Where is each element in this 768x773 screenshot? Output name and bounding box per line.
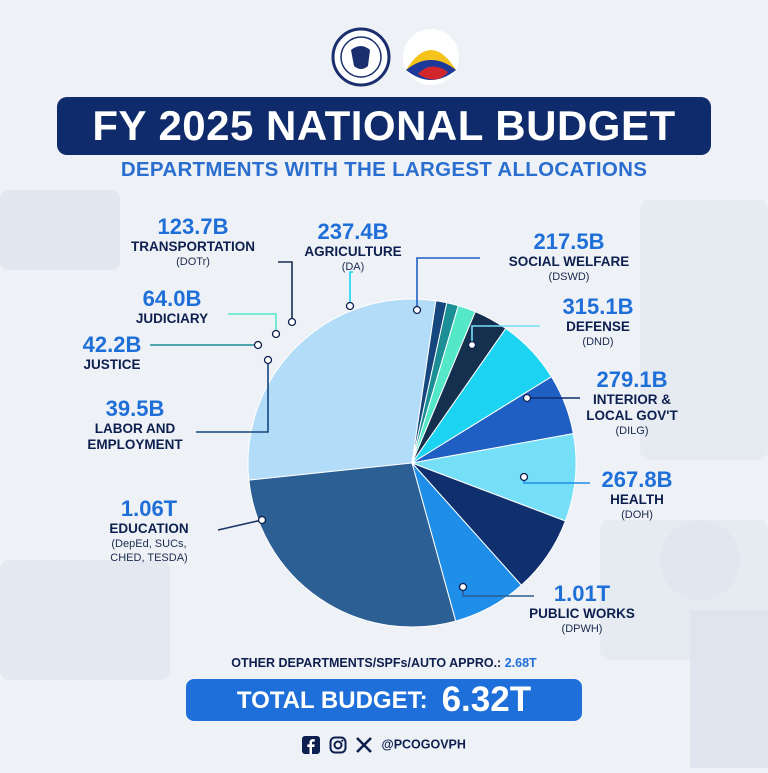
total-value: 6.32T: [441, 680, 532, 719]
transportation-abbr: (DOTr): [176, 256, 210, 268]
justice-name: JUSTICE: [83, 357, 141, 372]
leader-line-judiciary: [228, 313, 277, 334]
leader-dot-transportation: [287, 317, 297, 327]
label-public-works: 1.01T PUBLIC WORKS (DPWH): [522, 582, 642, 636]
leader-dot-health: [519, 472, 529, 482]
public-works-value: 1.01T: [553, 581, 611, 606]
labor-value: 39.5B: [105, 396, 165, 421]
social-welfare-name: SOCIAL WELFARE: [508, 254, 630, 269]
interior-value: 279.1B: [596, 367, 668, 392]
instagram-icon[interactable]: [329, 736, 347, 754]
agriculture-abbr: (DA): [341, 261, 365, 273]
leader-line-labor: [196, 360, 269, 433]
social-welfare-abbr: (DSWD): [548, 271, 590, 283]
page-title: FY 2025 NATIONAL BUDGET: [57, 97, 711, 155]
judiciary-value: 64.0B: [142, 286, 202, 311]
label-justice: 42.2B JUSTICE: [62, 333, 162, 373]
leader-dot-labor: [263, 355, 273, 365]
transportation-name: TRANSPORTATION: [131, 239, 255, 254]
health-value: 267.8B: [601, 467, 673, 492]
label-defense: 315.1B DEFENSE (DND): [538, 295, 658, 349]
other-label: OTHER DEPARTMENTS/SPFs/AUTO APPRO.:: [231, 656, 502, 670]
facebook-icon[interactable]: [302, 736, 321, 754]
leader-dot-social_welfare: [412, 305, 422, 315]
defense-name: DEFENSE: [566, 319, 630, 334]
judiciary-name: JUDICIARY: [135, 311, 209, 326]
total-label: TOTAL BUDGET:: [236, 687, 428, 714]
leader-line-defense: [471, 325, 540, 345]
interior-abbr: (DILG): [615, 425, 649, 437]
leader-line-social_welfare: [416, 257, 480, 310]
leader-dot-judiciary: [271, 329, 281, 339]
leader-dot-agriculture: [345, 301, 355, 311]
agriculture-value: 237.4B: [317, 219, 389, 244]
other-value: 2.68T: [504, 656, 537, 670]
leader-dot-justice: [253, 340, 263, 350]
social-welfare-value: 217.5B: [533, 229, 605, 254]
label-health: 267.8B HEALTH (DOH): [582, 468, 692, 522]
leader-line-education: [217, 519, 263, 531]
label-agriculture: 237.4B AGRICULTURE (DA): [278, 220, 428, 274]
public-works-abbr: (DPWH): [561, 623, 603, 635]
leader-dot-education: [257, 515, 267, 525]
label-labor: 39.5B LABOR AND EMPLOYMENT: [60, 397, 210, 453]
public-works-name: PUBLIC WORKS: [529, 606, 635, 621]
education-name: EDUCATION: [109, 521, 189, 536]
transportation-value: 123.7B: [157, 214, 229, 239]
justice-value: 42.2B: [82, 332, 142, 357]
leader-dot-interior: [522, 393, 532, 403]
label-interior: 279.1B INTERIOR & LOCAL GOV'T (DILG): [572, 368, 692, 438]
health-abbr: (DOH): [621, 509, 653, 521]
pie-slice-public_works: [248, 462, 457, 628]
other-departments-line: OTHER DEPARTMENTS/SPFs/AUTO APPRO.: 2.68…: [0, 656, 768, 670]
label-education: 1.06T EDUCATION (DepEd, SUCs, CHED, TESD…: [84, 497, 214, 565]
page-subtitle: DEPARTMENTS WITH THE LARGEST ALLOCATIONS: [120, 158, 648, 181]
leader-dot-public_works: [458, 582, 468, 592]
x-icon[interactable]: [355, 736, 373, 754]
leader-line-agriculture: [349, 271, 353, 306]
leader-dot-defense: [467, 340, 477, 350]
label-social-welfare: 217.5B SOCIAL WELFARE (DSWD): [474, 230, 664, 284]
pie-slice-defense: [410, 433, 577, 522]
labor-name: LABOR AND EMPLOYMENT: [87, 421, 183, 452]
defense-abbr: (DND): [582, 336, 614, 348]
total-budget-banner: TOTAL BUDGET: 6.32T: [186, 679, 582, 721]
defense-value: 315.1B: [562, 294, 634, 319]
pie-slice-education: [247, 298, 437, 481]
label-judiciary: 64.0B JUDICIARY: [102, 287, 242, 327]
education-value: 1.06T: [120, 496, 178, 521]
pco-seal-logo: [331, 27, 391, 87]
social-handle: @PCOGOVPH: [381, 737, 466, 752]
social-bar: @PCOGOVPH: [0, 736, 768, 754]
interior-name: INTERIOR & LOCAL GOV'T: [586, 392, 678, 423]
leader-line-transportation: [278, 261, 293, 322]
agriculture-name: AGRICULTURE: [304, 244, 402, 259]
logos: [331, 27, 459, 87]
health-name: HEALTH: [610, 492, 664, 507]
bagong-pilipinas-logo: [403, 29, 459, 85]
education-abbr: (DepEd, SUCs, CHED, TESDA): [110, 538, 188, 564]
label-transportation: 123.7B TRANSPORTATION (DOTr): [108, 215, 278, 269]
